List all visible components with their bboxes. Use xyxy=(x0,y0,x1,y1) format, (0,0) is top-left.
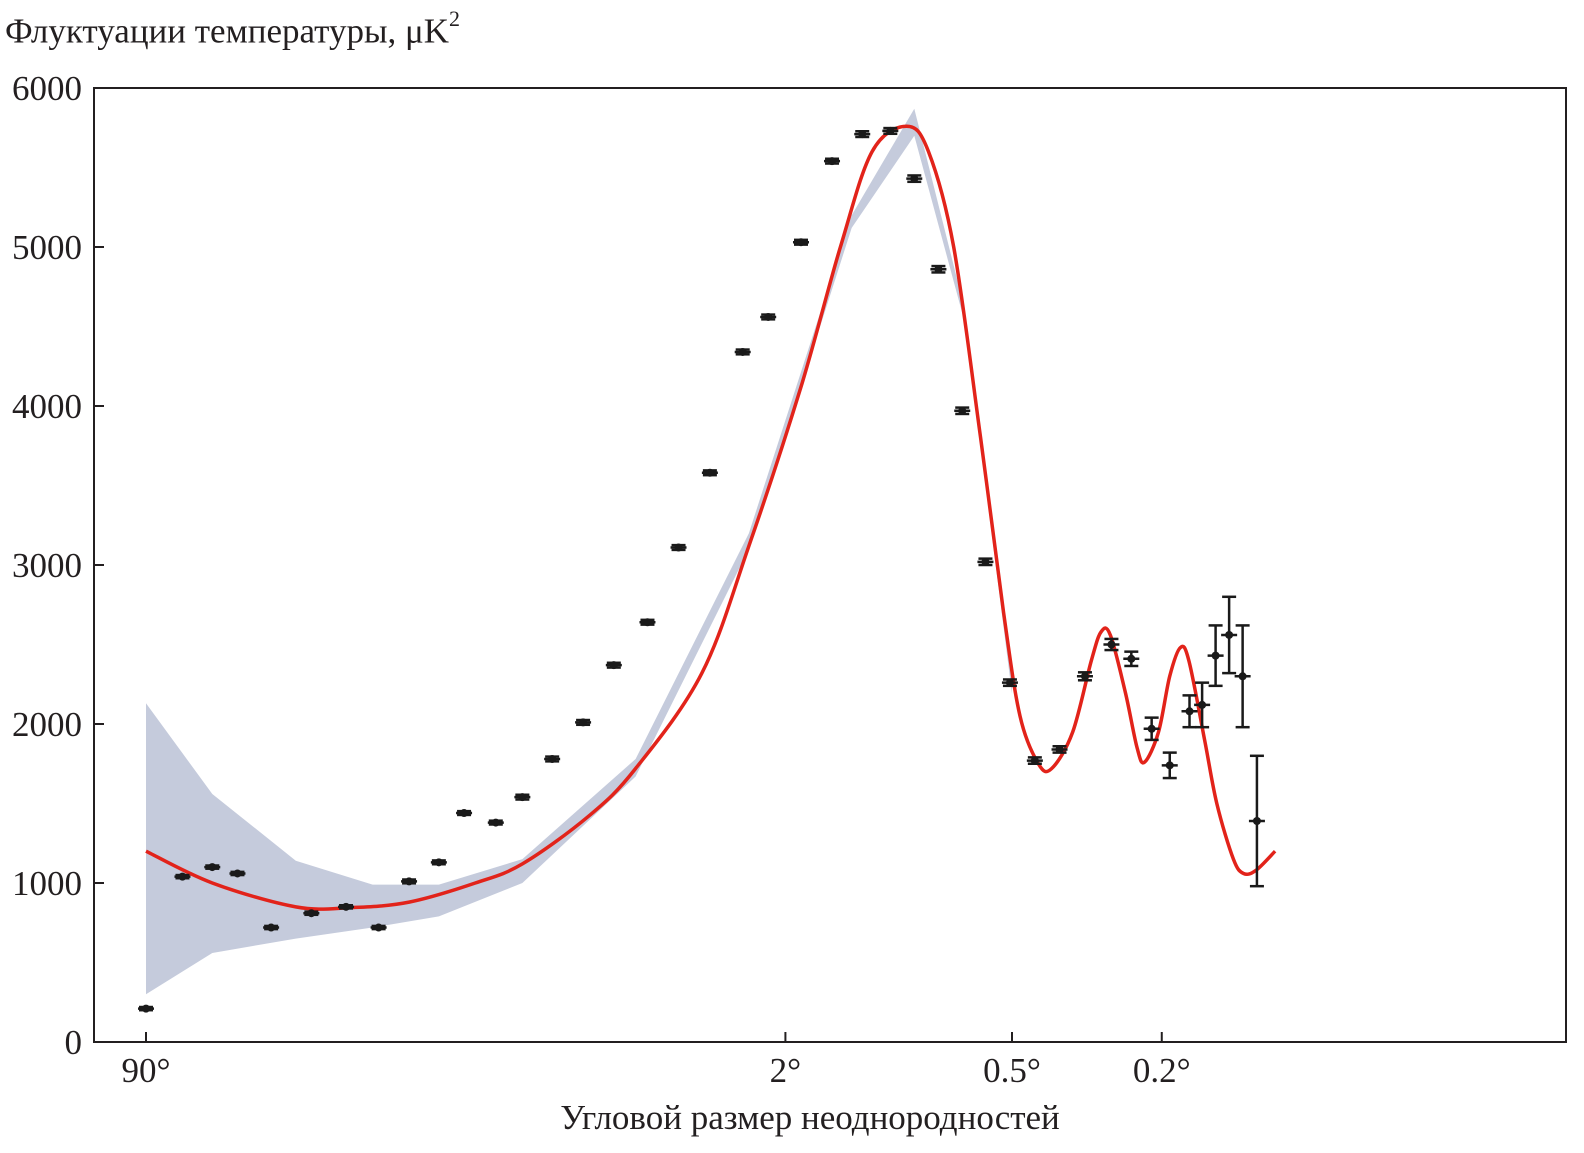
data-point-35 xyxy=(1147,724,1156,733)
data-point-37 xyxy=(1185,707,1194,716)
data-point-33 xyxy=(1107,640,1116,649)
y-axis-title-text: Флуктуации температуры, μK xyxy=(5,11,450,51)
data-point-11 xyxy=(491,818,500,827)
data-point-26 xyxy=(934,265,943,274)
data-point-16 xyxy=(643,618,652,627)
data-point-5 xyxy=(307,909,316,918)
data-point-31 xyxy=(1055,745,1064,754)
y-tick-label-6: 6000 xyxy=(12,69,82,108)
uncertainty-band xyxy=(146,108,1012,995)
data-point-1 xyxy=(178,872,187,881)
data-point-40 xyxy=(1225,630,1234,639)
data-point-27 xyxy=(958,406,967,415)
y-axis-title: Флуктуации температуры, μK2 xyxy=(5,6,460,52)
data-point-25 xyxy=(910,174,919,183)
data-point-30 xyxy=(1030,756,1039,765)
data-point-29 xyxy=(1005,678,1014,687)
data-point-28 xyxy=(981,557,990,566)
data-point-17 xyxy=(674,543,683,552)
data-point-34 xyxy=(1127,654,1136,663)
y-tick-label-1: 1000 xyxy=(12,864,82,903)
data-point-41 xyxy=(1238,672,1247,681)
data-point-42 xyxy=(1252,816,1261,825)
data-point-9 xyxy=(434,858,443,867)
data-point-38 xyxy=(1198,700,1207,709)
data-point-4 xyxy=(267,923,276,932)
x-axis-title: Угловой размер неоднородностей xyxy=(560,1098,1060,1137)
data-point-20 xyxy=(764,312,773,321)
data-point-32 xyxy=(1080,672,1089,681)
data-point-15 xyxy=(609,661,618,670)
data-point-3 xyxy=(233,869,242,878)
x-tick-label-2: 0.5° xyxy=(983,1051,1041,1090)
data-point-18 xyxy=(705,468,714,477)
y-tick-label-2: 2000 xyxy=(12,705,82,744)
y-tick-label-4: 4000 xyxy=(12,387,82,426)
y-axis-title-superscript: 2 xyxy=(449,6,461,31)
data-point-7 xyxy=(374,923,383,932)
model-curve xyxy=(145,124,1277,911)
x-tick-label-3: 0.2° xyxy=(1133,1051,1191,1090)
y-tick-label-0: 0 xyxy=(65,1023,83,1062)
y-tick-label-5: 5000 xyxy=(12,228,82,267)
x-tick-label-1: 2° xyxy=(770,1051,802,1090)
data-point-36 xyxy=(1165,761,1174,770)
data-point-24 xyxy=(886,126,895,135)
data-point-8 xyxy=(405,877,414,886)
data-point-23 xyxy=(858,130,867,139)
data-point-39 xyxy=(1211,651,1220,660)
x-tick-label-0: 90° xyxy=(122,1051,171,1090)
data-point-6 xyxy=(342,902,351,911)
data-point-0 xyxy=(142,1004,150,1013)
data-point-21 xyxy=(796,238,805,247)
data-point-10 xyxy=(460,809,469,818)
data-point-22 xyxy=(828,157,837,166)
y-tick-label-3: 3000 xyxy=(12,546,82,585)
data-point-19 xyxy=(738,347,747,356)
data-point-13 xyxy=(548,754,557,763)
data-point-2 xyxy=(208,863,217,872)
data-point-12 xyxy=(518,793,527,802)
data-point-14 xyxy=(579,718,588,727)
